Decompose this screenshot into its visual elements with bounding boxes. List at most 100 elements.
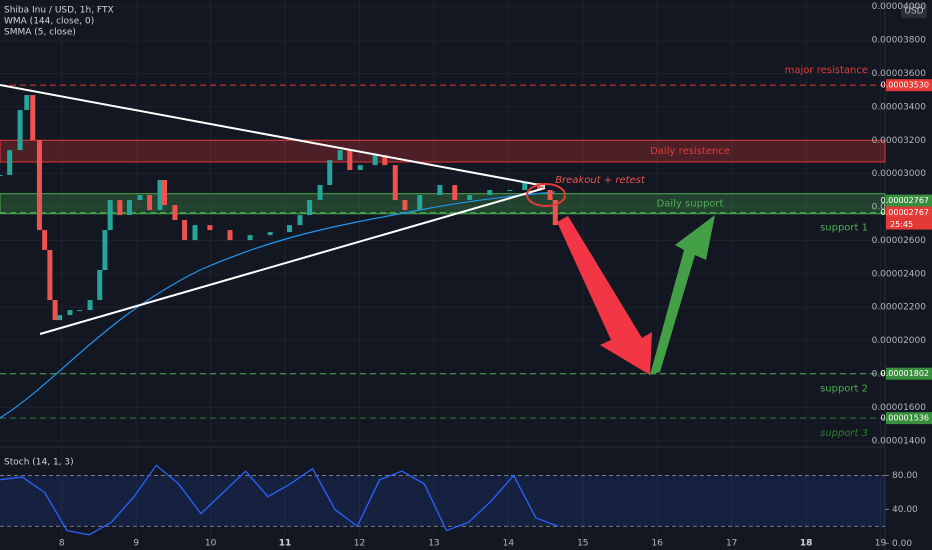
candle bbox=[402, 200, 408, 211]
candle bbox=[247, 235, 253, 241]
countdown: 25:45 bbox=[890, 220, 913, 229]
candle bbox=[287, 225, 293, 233]
price-label: 0.00003530 bbox=[881, 81, 929, 90]
candle bbox=[507, 190, 513, 192]
currency-badge[interactable] bbox=[901, 4, 927, 18]
candle bbox=[24, 95, 30, 111]
annotation: Breakout + retest bbox=[555, 175, 646, 186]
x-tick-label: 13 bbox=[428, 539, 439, 549]
y-tick-label: 0.00001600 bbox=[872, 403, 927, 413]
x-tick-label: 14 bbox=[503, 539, 515, 549]
candle bbox=[297, 215, 303, 226]
zone-label: Daily support bbox=[657, 199, 724, 210]
candle bbox=[467, 195, 473, 201]
candle bbox=[452, 185, 458, 201]
candle bbox=[552, 200, 558, 226]
candle bbox=[47, 249, 53, 301]
levels: major resistance support 1 support 2 suppor… bbox=[0, 65, 885, 439]
down-arrow bbox=[557, 216, 652, 375]
price-label-box bbox=[886, 206, 932, 219]
price-label: 0.00001802 bbox=[881, 369, 929, 378]
candle bbox=[117, 200, 123, 216]
x-tick-label: 9 bbox=[133, 539, 139, 549]
y-tick-label: 0.00003400 bbox=[872, 102, 927, 112]
candle bbox=[317, 185, 323, 201]
candle bbox=[67, 310, 73, 316]
y-tick-label: 0.00001400 bbox=[872, 436, 927, 446]
candle bbox=[127, 200, 133, 216]
candle bbox=[437, 185, 443, 196]
zones: Daily resistence Daily support bbox=[0, 139, 886, 215]
candle bbox=[327, 160, 333, 186]
y-tick-label: 0.00003800 bbox=[872, 36, 927, 46]
x-tick-label: 16 bbox=[652, 539, 664, 549]
wma-line bbox=[0, 191, 556, 419]
candle bbox=[30, 95, 36, 141]
indicator-label: WMA (144, close, 0) bbox=[4, 17, 94, 27]
y-tick-label: 0.00003200 bbox=[872, 136, 927, 146]
candle bbox=[57, 315, 63, 321]
level-label: support 2 bbox=[820, 384, 868, 395]
level-label: major resistance bbox=[785, 65, 868, 76]
x-tick-label: 10 bbox=[205, 539, 217, 549]
candle bbox=[7, 150, 13, 175]
candle bbox=[107, 200, 113, 231]
candle bbox=[207, 225, 213, 231]
price-label: 0.00002767 bbox=[881, 196, 929, 205]
candle bbox=[157, 180, 163, 211]
y-tick-label: 0.00002600 bbox=[872, 236, 927, 246]
stoch-band bbox=[0, 475, 885, 527]
up-arrow bbox=[650, 215, 715, 375]
price-label-box bbox=[886, 194, 932, 207]
x-tick-label: 18 bbox=[800, 539, 813, 549]
candle bbox=[87, 300, 93, 311]
candle bbox=[357, 165, 363, 170]
stoch-tick-label: 80.00 bbox=[892, 471, 918, 481]
zone-label: Daily resistence bbox=[650, 146, 730, 157]
zone bbox=[0, 193, 886, 215]
candle bbox=[102, 230, 108, 271]
candle bbox=[522, 183, 528, 191]
stoch-tick-label: 0.00 bbox=[892, 539, 912, 549]
candle bbox=[42, 230, 48, 250]
y-tick-label: 0.00004000 bbox=[872, 2, 927, 12]
price-label-box bbox=[886, 412, 932, 425]
candle bbox=[137, 195, 143, 201]
y-tick-label: 0.00003000 bbox=[872, 169, 927, 179]
trendline-upper bbox=[0, 84, 546, 187]
y-tick-label: 0.00002400 bbox=[872, 269, 927, 279]
currency: USD bbox=[904, 7, 923, 17]
candle bbox=[372, 155, 378, 166]
candle bbox=[36, 140, 42, 231]
stoch-title: Stoch (14, 1, 3) bbox=[4, 458, 74, 468]
candle bbox=[182, 220, 188, 241]
candle bbox=[487, 190, 493, 196]
x-tick-label: 12 bbox=[354, 539, 365, 549]
price-label-box bbox=[886, 79, 932, 92]
indicator-label: SMMA (5, close) bbox=[4, 28, 76, 38]
y-tick-label: 0.00003600 bbox=[872, 69, 927, 79]
candle bbox=[17, 110, 23, 151]
trendline-lower bbox=[39, 187, 546, 335]
countdown-box bbox=[886, 218, 932, 230]
level-label: support 3 bbox=[820, 428, 868, 439]
price-label: 0.00002767 bbox=[881, 208, 929, 217]
candle bbox=[192, 225, 198, 241]
y-tick-label: 0.00002200 bbox=[872, 303, 927, 313]
level-label: support 1 bbox=[820, 223, 868, 234]
x-tick-label: 15 bbox=[577, 539, 588, 549]
candle bbox=[77, 310, 83, 312]
x-tick-label: 11 bbox=[279, 539, 292, 549]
candle bbox=[172, 205, 178, 221]
stoch-tick-label: 40.00 bbox=[892, 505, 918, 515]
price-label-box bbox=[886, 367, 932, 380]
candle bbox=[97, 270, 103, 301]
candle bbox=[227, 230, 233, 241]
candle bbox=[0, 174, 3, 176]
candle bbox=[147, 195, 153, 211]
candle bbox=[547, 190, 553, 201]
stoch-line bbox=[0, 464, 559, 536]
chart-title: Shiba Inu / USD, 1h, FTX bbox=[4, 6, 114, 16]
